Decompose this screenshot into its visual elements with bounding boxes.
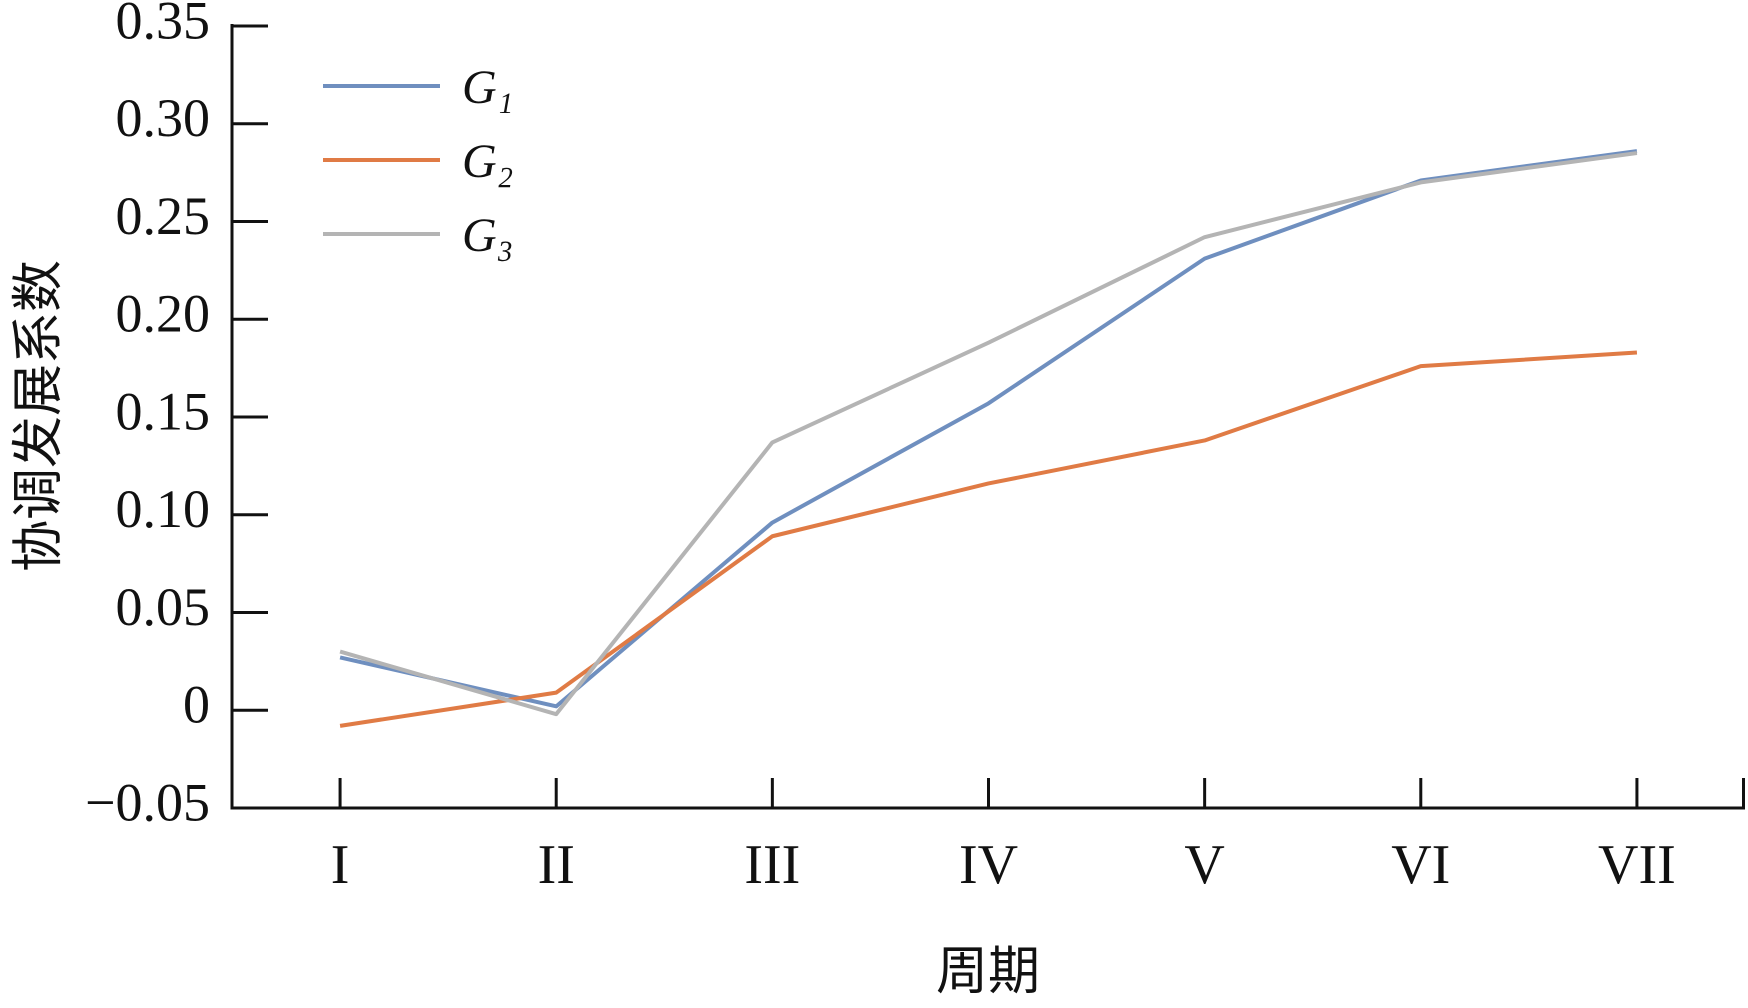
legend-label: G₁ [462,61,513,114]
y-tick-label: 0.05 [116,577,211,637]
y-tick-label: 0.30 [116,88,211,148]
series-line [339,151,1638,717]
y-tick-label: 0.15 [116,381,211,441]
y-tick-label: 0.10 [116,479,211,539]
y-tick-label: 0.25 [116,186,211,246]
x-axis-title: 周期 [936,942,1040,1002]
legend-label: G₂ [462,135,513,188]
x-tick-label: I [331,834,350,896]
y-tick-label: 0 [183,675,210,735]
legend-label: G₃ [462,209,513,262]
y-tick-label: 0.35 [116,0,211,50]
x-tick-label: VII [1598,834,1676,896]
x-tick-label: V [1184,834,1224,896]
x-tick-label: IV [959,834,1018,896]
x-tick-label: III [744,834,800,896]
x-tick-label: II [538,834,575,896]
y-axis-title: 协调发展系数 [9,260,69,572]
series-line [339,149,1638,709]
x-tick-label: VI [1391,834,1450,896]
y-tick-label: −0.05 [85,772,210,832]
y-tick-label: 0.20 [116,284,211,344]
series-line [339,350,1638,728]
